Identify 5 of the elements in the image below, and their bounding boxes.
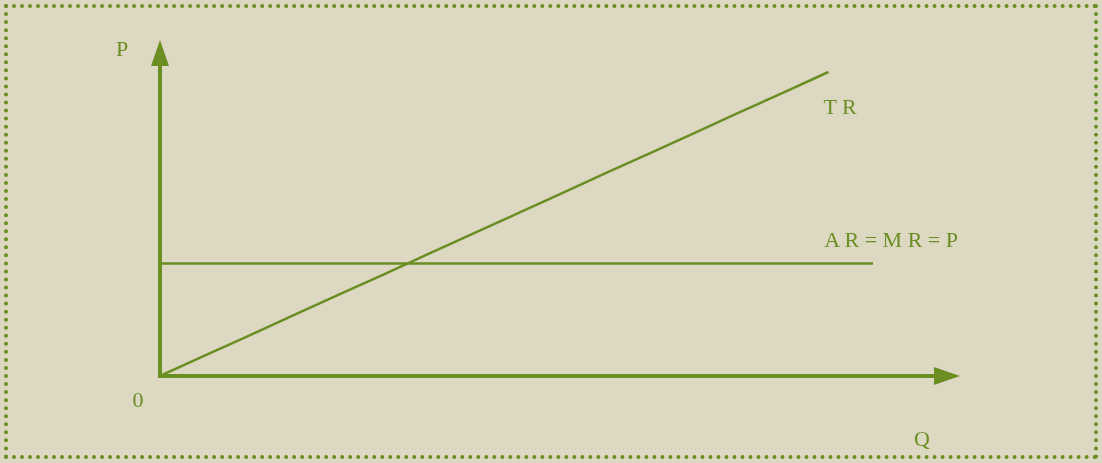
- series-label: T R: [823, 93, 857, 119]
- series-label: A R = M R = P: [824, 227, 958, 253]
- text: 0: [132, 386, 144, 412]
- x-axis-title: Q: [914, 425, 931, 451]
- y-axis-title: P: [115, 35, 129, 61]
